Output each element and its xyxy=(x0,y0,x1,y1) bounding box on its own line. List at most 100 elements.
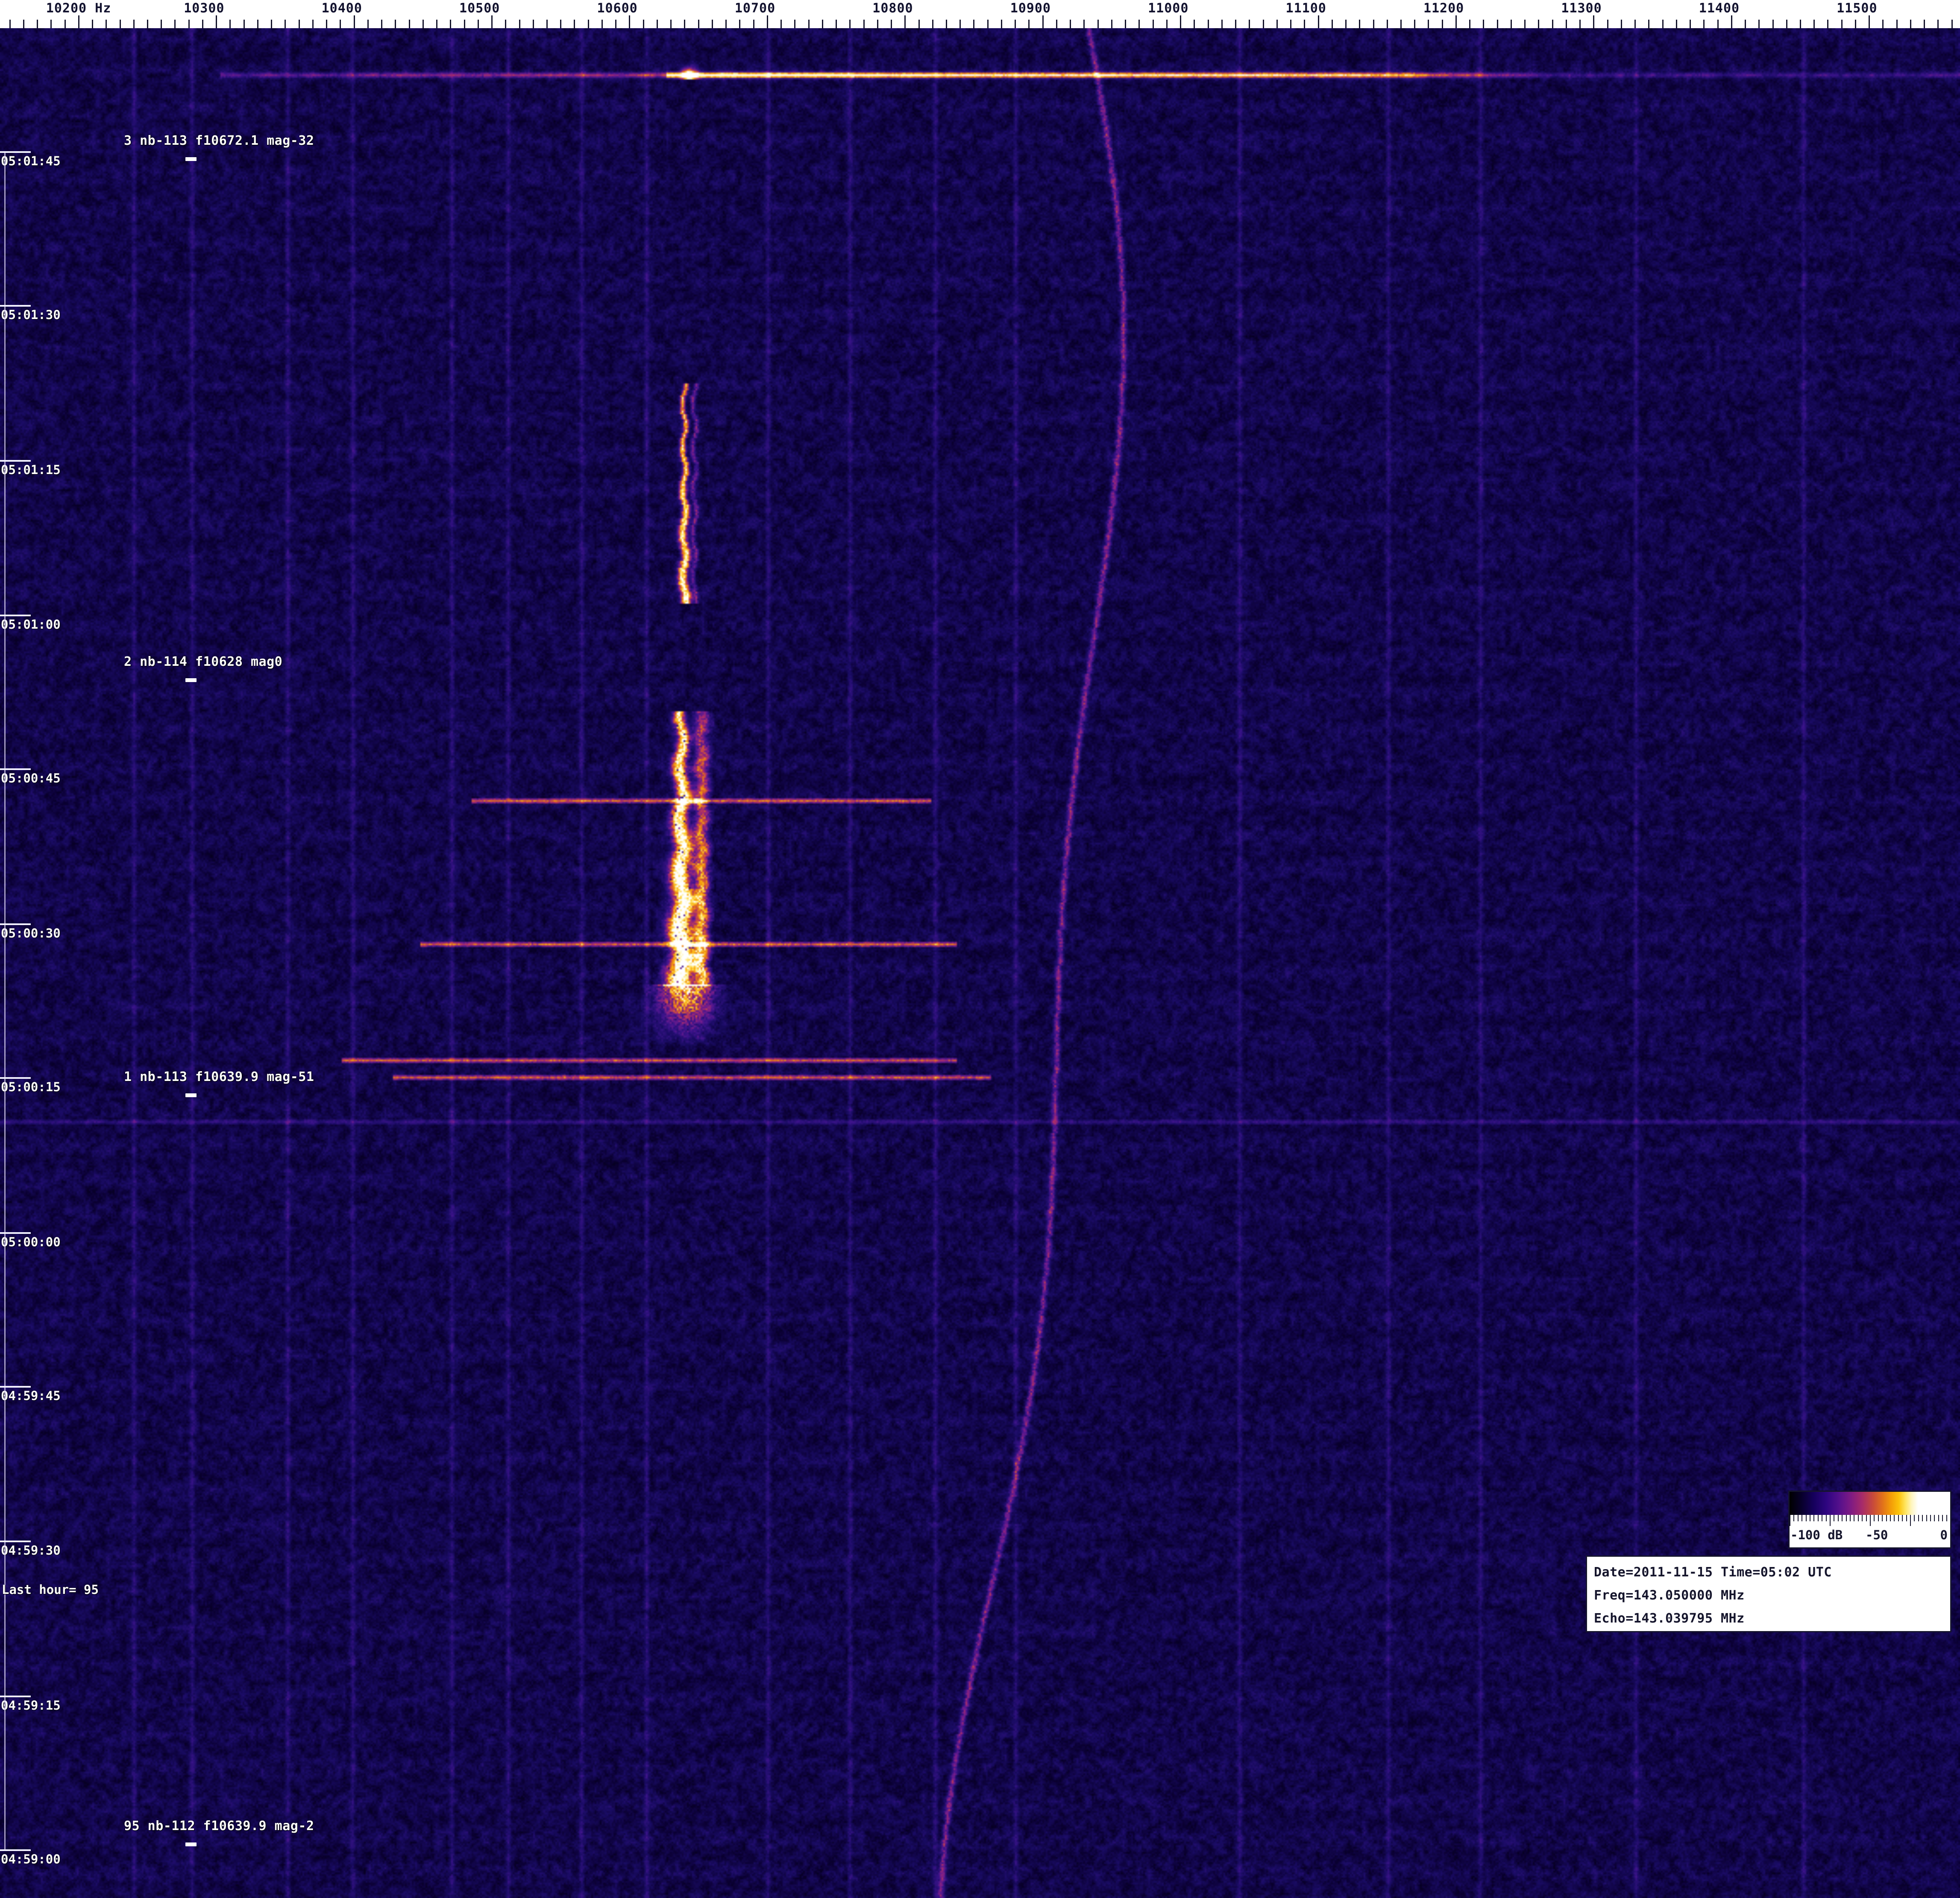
freq-minor-tick xyxy=(257,20,258,28)
colorbar-minor-tick xyxy=(1942,1515,1943,1521)
time-axis-gridline xyxy=(4,1697,6,1849)
freq-minor-tick xyxy=(229,20,231,28)
freq-minor-tick xyxy=(1428,20,1429,28)
freq-major-tick xyxy=(904,15,906,28)
freq-minor-tick xyxy=(1263,20,1264,28)
colorbar-min-label: -100 dB xyxy=(1790,1528,1843,1542)
freq-minor-tick xyxy=(120,20,121,28)
freq-minor-tick xyxy=(1290,20,1291,28)
colorbar-mid-label: -50 xyxy=(1866,1528,1888,1542)
freq-minor-tick xyxy=(1497,20,1498,28)
colorbar-minor-tick xyxy=(1902,1515,1903,1521)
freq-minor-tick xyxy=(1552,20,1553,28)
freq-minor-tick xyxy=(1951,20,1953,28)
spectrogram-waterfall[interactable]: 05:01:45 05:01:30 05:01:15 05:01:00 05:00:45… xyxy=(0,28,1960,1898)
freq-minor-tick xyxy=(836,20,837,28)
freq-axis-label: 10200 Hz xyxy=(46,1,111,16)
freq-minor-tick xyxy=(1703,20,1705,28)
freq-minor-tick xyxy=(753,20,754,28)
event-annotation-label: 95 nb-112 f10639.9 mag-2 xyxy=(124,1819,314,1834)
time-axis-gridline xyxy=(4,616,6,768)
colorbar-minor-tick xyxy=(1930,1515,1931,1521)
freq-minor-tick xyxy=(1937,20,1939,28)
event-annotation-label: 1 nb-113 f10639.9 mag-51 xyxy=(124,1069,314,1084)
time-axis-gridline xyxy=(4,1234,6,1386)
freq-minor-tick xyxy=(987,20,989,28)
colorbar-minor-tick xyxy=(1906,1515,1907,1521)
freq-axis-label: 10800 xyxy=(872,1,913,16)
colorbar-ruler xyxy=(1790,1515,1950,1527)
colorbar-minor-tick xyxy=(1813,1515,1814,1521)
event-marker-dash xyxy=(185,678,197,682)
freq-minor-tick xyxy=(739,20,740,28)
time-axis-label: 05:00:15 xyxy=(1,1080,61,1094)
colorbar-minor-tick xyxy=(1914,1515,1915,1521)
freq-minor-tick xyxy=(959,20,961,28)
freq-minor-tick xyxy=(1111,20,1112,28)
info-freq: Freq=143.050000 MHz xyxy=(1594,1584,1945,1607)
freq-minor-tick xyxy=(1056,20,1057,28)
event-marker-dash xyxy=(185,1093,197,1097)
time-axis-gridline xyxy=(4,925,6,1077)
freq-axis-label: 10900 xyxy=(1010,1,1051,16)
freq-minor-tick xyxy=(9,20,11,28)
freq-axis-label: 10300 xyxy=(184,1,224,16)
freq-major-tick xyxy=(629,15,630,28)
freq-minor-tick xyxy=(1138,20,1140,28)
freq-major-tick xyxy=(354,15,355,28)
freq-axis-label: 10600 xyxy=(597,1,637,16)
freq-axis-label: 11300 xyxy=(1561,1,1602,16)
freq-minor-tick xyxy=(822,20,823,28)
freq-minor-tick xyxy=(849,20,851,28)
freq-minor-tick xyxy=(1538,20,1539,28)
colorbar-minor-tick xyxy=(1938,1515,1939,1521)
freq-minor-tick xyxy=(918,20,920,28)
freq-minor-tick xyxy=(946,20,947,28)
freq-major-tick xyxy=(1455,15,1457,28)
time-axis-gridline xyxy=(4,153,6,305)
colorbar-minor-tick xyxy=(1866,1515,1867,1521)
freq-minor-tick xyxy=(1827,20,1828,28)
freq-minor-tick xyxy=(601,20,603,28)
colorbar-minor-tick xyxy=(1846,1515,1847,1521)
freq-minor-tick xyxy=(1153,20,1154,28)
freq-axis-label: 11000 xyxy=(1148,1,1188,16)
info-echo: Echo=143.039795 MHz xyxy=(1594,1607,1945,1630)
freq-axis-label: 11200 xyxy=(1423,1,1464,16)
freq-minor-tick xyxy=(1469,20,1470,28)
colorbar-minor-tick xyxy=(1922,1515,1923,1521)
freq-minor-tick xyxy=(1896,20,1898,28)
colorbar-minor-tick xyxy=(1862,1515,1863,1521)
freq-minor-tick xyxy=(1855,20,1856,28)
freq-minor-tick xyxy=(808,20,810,28)
colorbar-minor-tick xyxy=(1882,1515,1883,1521)
colorbar-major-tick xyxy=(1950,1515,1951,1526)
colorbar-minor-tick xyxy=(1878,1515,1879,1521)
freq-minor-tick xyxy=(1813,20,1815,28)
freq-minor-tick xyxy=(1910,20,1911,28)
freq-minor-tick xyxy=(932,20,933,28)
freq-major-tick xyxy=(78,15,79,28)
colorbar-minor-tick xyxy=(1842,1515,1843,1521)
colorbar-legend: -100 dB -50 0 xyxy=(1788,1491,1951,1549)
time-axis-label: 05:01:30 xyxy=(1,308,61,322)
last-hour-counter: Last hour= 95 xyxy=(2,1582,99,1597)
freq-minor-tick xyxy=(1208,20,1209,28)
time-axis-label: 05:00:45 xyxy=(1,771,61,785)
time-axis-label: 05:01:15 xyxy=(1,463,61,477)
colorbar-minor-tick xyxy=(1898,1515,1899,1521)
colorbar-major-tick xyxy=(1830,1515,1831,1526)
freq-minor-tick xyxy=(1015,20,1016,28)
freq-minor-tick xyxy=(1359,20,1360,28)
freq-minor-tick xyxy=(1345,20,1347,28)
colorbar-major-tick xyxy=(1910,1515,1911,1526)
freq-minor-tick xyxy=(340,20,341,28)
freq-minor-tick xyxy=(1332,20,1333,28)
freq-minor-tick xyxy=(464,20,465,28)
freq-minor-tick xyxy=(478,20,479,28)
colorbar-minor-tick xyxy=(1798,1515,1799,1521)
colorbar-minor-tick xyxy=(1890,1515,1891,1521)
freq-minor-tick xyxy=(643,20,644,28)
freq-minor-tick xyxy=(1745,20,1746,28)
freq-minor-tick xyxy=(436,20,437,28)
